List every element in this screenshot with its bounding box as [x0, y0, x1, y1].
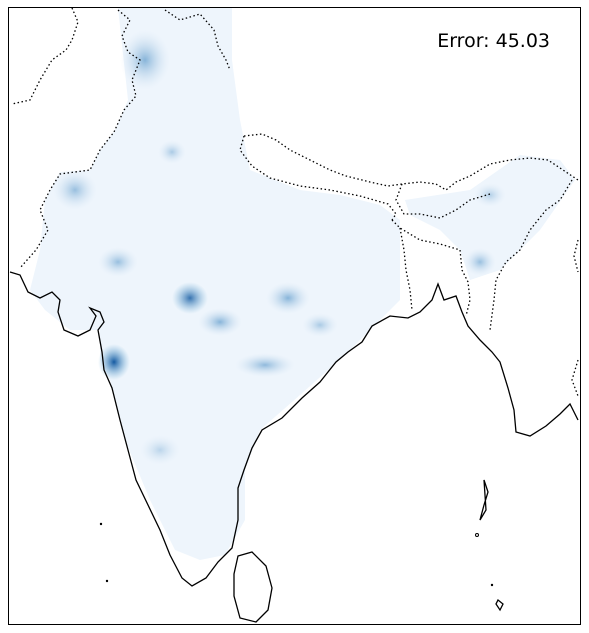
heat-blob: [172, 282, 208, 314]
heat-blob: [158, 140, 186, 164]
borders: [11, 7, 579, 397]
border: [571, 359, 579, 397]
border: [489, 179, 573, 331]
heat-blob: [120, 30, 170, 90]
coastline: [9, 271, 579, 587]
heat-blob: [235, 353, 295, 377]
heat-area-east: [405, 155, 575, 280]
island: [490, 583, 494, 587]
border: [19, 9, 141, 269]
border: [573, 239, 579, 273]
border: [11, 7, 79, 105]
heat-blob: [98, 344, 130, 380]
border: [239, 135, 397, 221]
sri-lanka: [233, 551, 273, 623]
island: [475, 533, 479, 537]
island: [99, 522, 103, 526]
heat-blob: [266, 282, 310, 314]
heat-blob: [98, 247, 138, 277]
border: [164, 9, 231, 71]
error-annotation: Error: 45.03: [437, 30, 550, 52]
heatmap: [30, 8, 575, 560]
heat-area: [30, 8, 400, 560]
heat-blob: [302, 313, 338, 337]
heat-blob: [198, 308, 242, 336]
heat-blob: [140, 435, 180, 465]
island: [495, 598, 504, 612]
island: [479, 479, 489, 521]
heat-blob: [464, 248, 496, 276]
heat-blob: [53, 170, 97, 210]
heat-blob: [474, 183, 506, 207]
coastlines: [9, 271, 579, 623]
border: [243, 133, 579, 191]
island: [105, 579, 109, 583]
